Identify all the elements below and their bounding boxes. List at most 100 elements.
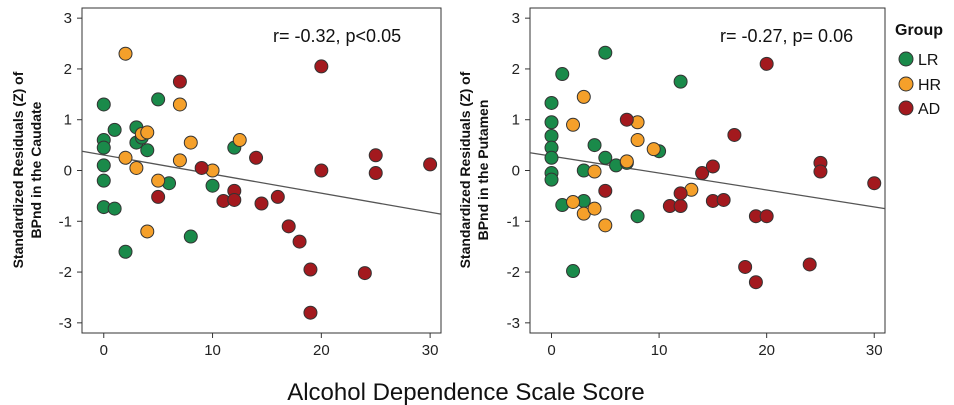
stat-annotation-putamen: r= -0.27, p= 0.06: [720, 26, 853, 46]
x-tick-label: 20: [313, 342, 330, 359]
legend-label-lr: LR: [918, 52, 938, 69]
data-point-ad: [748, 275, 763, 290]
data-point-lr: [630, 209, 645, 224]
legend-label-ad: AD: [918, 101, 940, 118]
y-tick-label: 1: [512, 112, 520, 129]
data-point-lr: [544, 172, 559, 187]
data-point-lr: [673, 74, 688, 89]
data-point-ad: [619, 112, 634, 127]
data-point-lr: [205, 178, 220, 193]
data-point-hr: [646, 142, 661, 157]
y-axis-label-putamen-line1: Standardized Residuals (Z) of: [457, 71, 473, 268]
data-point-hr: [118, 46, 133, 61]
x-tick-label: 20: [758, 342, 775, 359]
data-point-ad: [759, 209, 774, 224]
data-point-hr: [566, 194, 581, 209]
data-point-ad: [314, 163, 329, 178]
data-point-ad: [727, 127, 742, 142]
data-point-lr: [96, 158, 111, 173]
data-point-ad: [368, 148, 383, 163]
y-tick-label: 3: [64, 10, 72, 27]
data-point-lr: [587, 138, 602, 153]
data-point-ad: [423, 157, 438, 172]
x-tick-label: 10: [651, 342, 668, 359]
data-point-lr: [555, 67, 570, 82]
data-point-lr: [183, 229, 198, 244]
data-point-ad: [695, 166, 710, 181]
data-point-ad: [194, 160, 209, 175]
x-tick-label: 10: [204, 342, 221, 359]
data-point-lr: [140, 143, 155, 158]
data-point-lr: [96, 97, 111, 112]
data-point-lr: [96, 173, 111, 188]
legend: Group LR HR AD: [895, 22, 943, 118]
data-point-lr: [598, 45, 613, 60]
points-caudate: [96, 46, 438, 320]
x-tick-label: 30: [422, 342, 439, 359]
data-point-lr: [544, 128, 559, 143]
y-axis-label-putamen-line2: BPnd in the Putamen: [475, 100, 491, 241]
data-point-ad: [867, 176, 882, 191]
x-ticks-putamen: 0 10 20 30: [547, 333, 883, 359]
data-point-ad: [368, 166, 383, 181]
data-point-lr: [566, 264, 581, 279]
data-point-hr: [140, 125, 155, 140]
data-point-lr: [151, 92, 166, 107]
putamen-panel: Standardized Residuals (Z) of BPnd in th…: [457, 7, 886, 359]
y-tick-label: -3: [507, 315, 520, 332]
data-point-lr: [544, 115, 559, 130]
y-axis-label-caudate-line1: Standardized Residuals (Z) of: [10, 71, 26, 268]
x-ticks-caudate: 0 10 20 30: [100, 333, 439, 359]
data-point-ad: [673, 186, 688, 201]
legend-marker-lr: [898, 51, 914, 67]
legend-title: Group: [895, 22, 943, 39]
data-point-lr: [107, 122, 122, 137]
y-tick-label: -1: [59, 213, 72, 230]
data-point-hr: [172, 97, 187, 112]
data-point-ad: [802, 257, 817, 272]
data-point-hr: [172, 153, 187, 168]
data-point-ad: [314, 59, 329, 74]
y-tick-label: -2: [59, 264, 72, 281]
data-point-hr: [630, 133, 645, 148]
data-point-hr: [587, 201, 602, 216]
legend-marker-ad: [898, 100, 914, 116]
data-point-ad: [303, 262, 318, 277]
y-tick-label: 2: [64, 61, 72, 78]
data-point-ad: [292, 234, 307, 249]
data-point-ad: [270, 189, 285, 204]
data-point-hr: [151, 173, 166, 188]
data-point-ad: [673, 199, 688, 214]
legend-marker-hr: [898, 76, 914, 92]
data-point-hr: [140, 224, 155, 239]
y-ticks-caudate: -3 -2 -1 0 1 2 3: [59, 10, 82, 332]
data-point-lr: [598, 150, 613, 165]
data-point-lr: [96, 140, 111, 155]
data-point-ad: [759, 56, 774, 71]
data-point-hr: [576, 89, 591, 104]
data-point-ad: [705, 159, 720, 174]
data-point-hr: [129, 160, 144, 175]
x-tick-label: 0: [100, 342, 108, 359]
data-point-ad: [249, 150, 264, 165]
data-point-ad: [738, 259, 753, 274]
data-point-ad: [151, 189, 166, 204]
data-point-ad: [813, 164, 828, 179]
data-point-lr: [544, 150, 559, 165]
data-point-hr: [183, 135, 198, 150]
data-point-ad: [303, 305, 318, 320]
data-point-hr: [232, 133, 247, 148]
data-point-ad: [254, 196, 269, 211]
data-point-lr: [118, 244, 133, 259]
y-tick-label: 0: [64, 163, 72, 180]
y-tick-label: 1: [64, 112, 72, 129]
y-tick-label: -3: [59, 315, 72, 332]
data-point-ad: [598, 183, 613, 198]
points-putamen: [544, 45, 882, 290]
data-point-hr: [598, 218, 613, 233]
data-point-ad: [281, 219, 296, 234]
stat-annotation-caudate: r= -0.32, p<0.05: [273, 26, 401, 46]
data-point-ad: [172, 74, 187, 89]
data-point-hr: [587, 164, 602, 179]
